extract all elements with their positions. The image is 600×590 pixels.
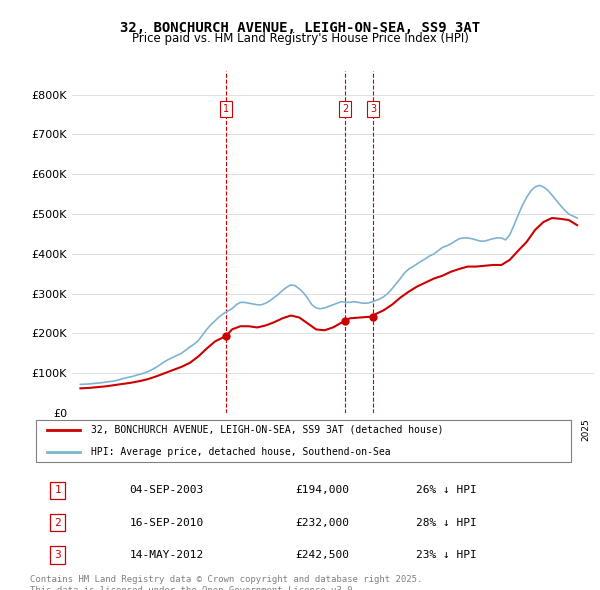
Text: 3: 3 [54, 550, 61, 560]
Text: 23% ↓ HPI: 23% ↓ HPI [416, 550, 477, 560]
Text: 2: 2 [54, 517, 61, 527]
Text: 14-MAY-2012: 14-MAY-2012 [130, 550, 203, 560]
Text: 1: 1 [223, 104, 229, 114]
Text: 28% ↓ HPI: 28% ↓ HPI [416, 517, 477, 527]
Text: 26% ↓ HPI: 26% ↓ HPI [416, 486, 477, 496]
Text: 32, BONCHURCH AVENUE, LEIGH-ON-SEA, SS9 3AT (detached house): 32, BONCHURCH AVENUE, LEIGH-ON-SEA, SS9 … [91, 425, 443, 435]
Text: £194,000: £194,000 [295, 486, 349, 496]
Text: HPI: Average price, detached house, Southend-on-Sea: HPI: Average price, detached house, Sout… [91, 447, 391, 457]
Text: 16-SEP-2010: 16-SEP-2010 [130, 517, 203, 527]
Text: £232,000: £232,000 [295, 517, 349, 527]
Text: 1: 1 [54, 486, 61, 496]
FancyBboxPatch shape [35, 420, 571, 463]
Text: Price paid vs. HM Land Registry's House Price Index (HPI): Price paid vs. HM Land Registry's House … [131, 32, 469, 45]
Text: £242,500: £242,500 [295, 550, 349, 560]
Text: 32, BONCHURCH AVENUE, LEIGH-ON-SEA, SS9 3AT: 32, BONCHURCH AVENUE, LEIGH-ON-SEA, SS9 … [120, 21, 480, 35]
Text: 04-SEP-2003: 04-SEP-2003 [130, 486, 203, 496]
Text: 2: 2 [342, 104, 348, 114]
Text: Contains HM Land Registry data © Crown copyright and database right 2025.
This d: Contains HM Land Registry data © Crown c… [30, 575, 422, 590]
Text: 3: 3 [370, 104, 376, 114]
